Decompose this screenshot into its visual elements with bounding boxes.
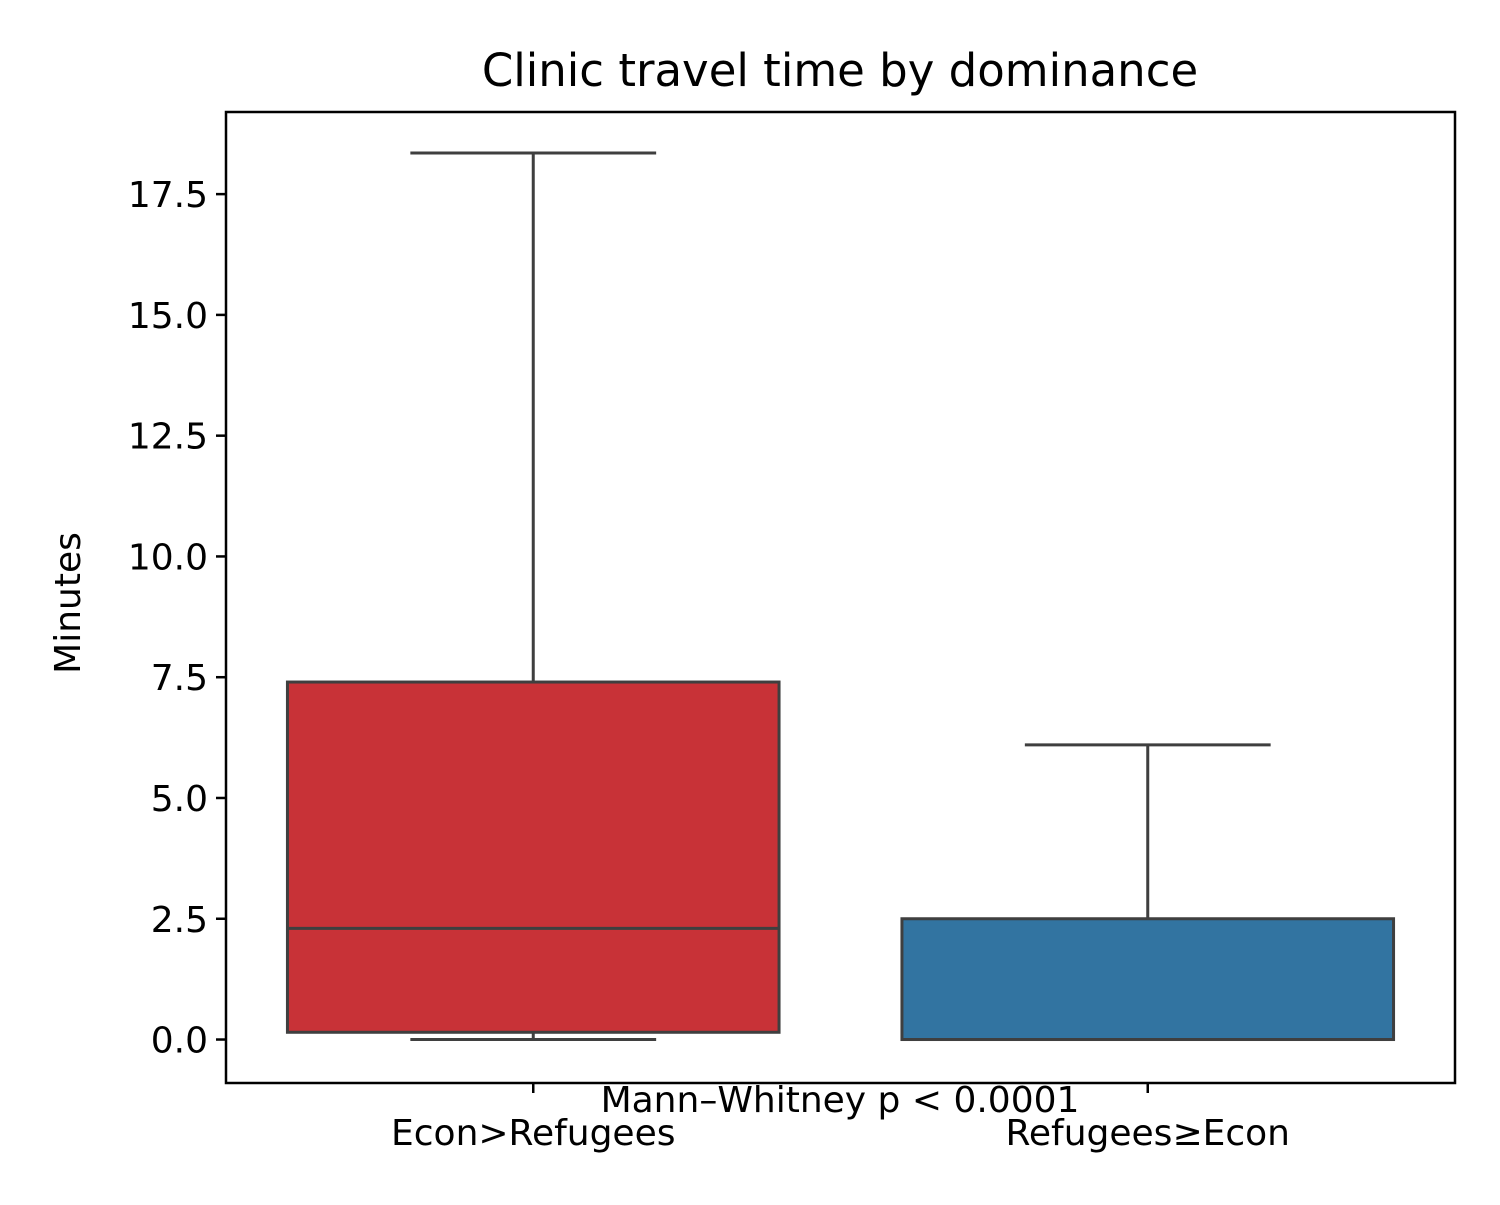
y-tick-label: 12.5: [128, 417, 208, 458]
y-tick-label: 5.0: [151, 779, 208, 820]
axes-frame: [224, 110, 1457, 1085]
y-tick-label: 2.5: [151, 900, 208, 941]
y-axis-label: Minutes: [48, 532, 89, 674]
annotation: Mann–Whitney p < 0.0001: [601, 1080, 1080, 1121]
box-econ-refugees: [285, 680, 781, 1034]
y-tick-label: 7.5: [151, 658, 208, 699]
y-tick-label: 10.0: [128, 537, 208, 578]
x-tick-label: Refugees≥Econ: [1006, 1113, 1290, 1154]
chart-title: Clinic travel time by dominance: [482, 44, 1198, 97]
box-refugees-econ: [900, 917, 1396, 1042]
y-tick-label: 0.0: [151, 1021, 208, 1062]
plot-area: 0.0 2.5 5.0 7.5 10.0 12.5 15.0 17.5 Econ>Refugee…: [128, 110, 1457, 1154]
y-tick-label: 17.5: [128, 175, 208, 216]
x-tick-label: Econ>Refugees: [391, 1113, 675, 1154]
y-tick-label: 15.0: [128, 296, 208, 337]
